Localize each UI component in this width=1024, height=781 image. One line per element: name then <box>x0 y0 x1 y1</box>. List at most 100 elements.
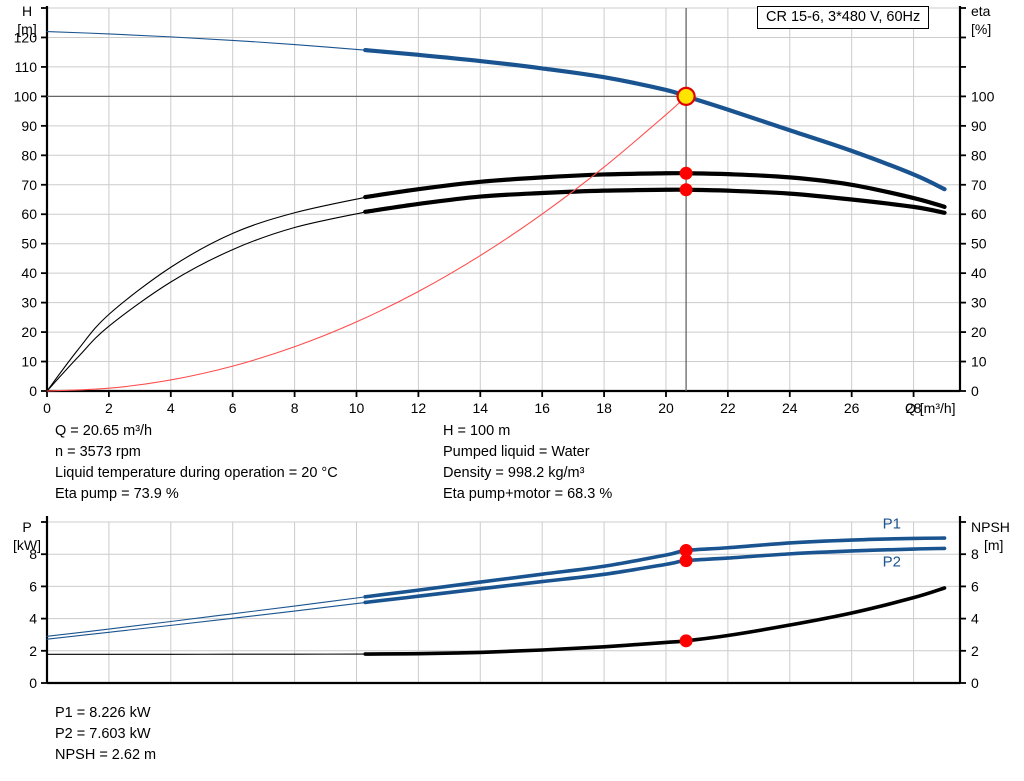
left-axis-title-bracket: [m] <box>17 21 36 37</box>
right-tick-label-4: 4 <box>971 611 979 627</box>
left-tick-label-80: 80 <box>21 147 37 163</box>
right-tick-label-90: 90 <box>971 118 987 134</box>
left-tick-label-6: 6 <box>29 578 37 594</box>
bottom-info-line-2: NPSH = 2.62 m <box>55 747 157 763</box>
bottom-info-line-1: P2 = 7.603 kW <box>55 726 151 742</box>
left-axis-title-unit: P <box>22 519 31 535</box>
bottom-grid <box>47 521 960 683</box>
bottom-info-line-0: P1 = 8.226 kW <box>55 705 151 721</box>
x-tick-label-4: 4 <box>167 400 175 416</box>
x-tick-label-6: 6 <box>229 400 237 416</box>
right-tick-label-40: 40 <box>971 265 987 281</box>
right-tick-label-60: 60 <box>971 206 987 222</box>
right-axis-title-bracket: [m] <box>984 537 1003 553</box>
x-tick-label-16: 16 <box>534 400 550 416</box>
chart-title-box: CR 15-6, 3*480 V, 60Hz <box>757 6 930 29</box>
main-info-left-line-3: Eta pump = 73.9 % <box>55 486 179 502</box>
left-tick-label-10: 10 <box>21 354 37 370</box>
series-p1-thin <box>46 595 370 637</box>
bottom-axes <box>41 516 966 685</box>
left-tick-label-100: 100 <box>14 88 38 104</box>
x-tick-label-0: 0 <box>43 400 51 416</box>
left-tick-label-30: 30 <box>21 295 37 311</box>
right-tick-label-50: 50 <box>971 236 987 252</box>
x-axis-title: Q [m³/h] <box>905 400 956 416</box>
operating-point-marker-2 <box>679 183 693 197</box>
duty-crosshair <box>47 8 687 391</box>
left-axis-title-unit: H <box>22 3 32 19</box>
left-tick-label-20: 20 <box>21 324 37 340</box>
x-tick-label-8: 8 <box>291 400 299 416</box>
left-tick-label-0: 0 <box>29 675 37 691</box>
left-tick-label-40: 40 <box>21 265 37 281</box>
x-tick-label-12: 12 <box>411 400 427 416</box>
bottom-markers <box>679 544 693 648</box>
series-p2-thick <box>363 546 947 605</box>
duty-point-marker[interactable] <box>676 86 696 106</box>
p2-curve-label: P2 <box>883 553 901 570</box>
main-info-left-line-2: Liquid temperature during operation = 20… <box>55 465 338 481</box>
left-tick-label-120: 120 <box>14 29 38 45</box>
right-tick-label-70: 70 <box>971 177 987 193</box>
main-info-right-column: H = 100 m Pumped liquid = Water Density = … <box>443 421 612 505</box>
main-info-right-line-2: Density = 998.2 kg/m³ <box>443 465 585 481</box>
right-tick-label-8: 8 <box>971 546 979 562</box>
right-tick-label-100: 100 <box>971 88 995 104</box>
p1-curve-label: P1 <box>883 515 901 532</box>
power-npsh-chart: 0 2 4 6 8 0 2 4 6 8 P [kW] NPSH [m] P1 P2 <box>13 515 1010 691</box>
left-tick-label-70: 70 <box>21 177 37 193</box>
main-info-left-column: Q = 20.65 m³/h n = 3573 rpm Liquid tempera… <box>55 421 338 505</box>
left-tick-label-60: 60 <box>21 206 37 222</box>
right-axis-title-unit: NPSH <box>971 519 1010 535</box>
left-tick-label-4: 4 <box>29 611 37 627</box>
right-tick-label-6: 6 <box>971 578 979 594</box>
left-tick-label-50: 50 <box>21 236 37 252</box>
main-info-left-line-0: Q = 20.65 m³/h <box>55 423 153 439</box>
operating-point-marker-2 <box>679 634 693 648</box>
series-eta-pump-thick <box>363 171 947 209</box>
x-tick-label-18: 18 <box>596 400 612 416</box>
main-markers <box>676 86 696 197</box>
left-axis-title-bracket: [kW] <box>13 537 41 553</box>
x-tick-label-20: 20 <box>658 400 674 416</box>
x-tick-label-22: 22 <box>720 400 736 416</box>
main-info-right-line-0: H = 100 m <box>443 423 511 439</box>
x-tick-label-28: 28 <box>906 400 922 416</box>
series-system-curve-thin <box>46 95 687 392</box>
series-p1-thick <box>363 536 947 599</box>
main-series-group <box>46 31 947 392</box>
x-tick-label-10: 10 <box>349 400 365 416</box>
left-tick-label-0: 0 <box>29 383 37 399</box>
series-h-head--thin <box>46 31 370 51</box>
left-tick-label-90: 90 <box>21 118 37 134</box>
x-tick-label-2: 2 <box>105 400 113 416</box>
x-tick-label-24: 24 <box>782 400 798 416</box>
main-info-right-line-1: Pumped liquid = Water <box>443 444 590 460</box>
left-tick-label-2: 2 <box>29 643 37 659</box>
x-tick-label-26: 26 <box>844 400 860 416</box>
chart-title-label: CR 15-6, 3*480 V, 60Hz <box>766 9 921 25</box>
series-eta-pump-thin <box>46 196 370 392</box>
series-h-head--thick <box>363 47 947 192</box>
series-eta-pump-motor-thin <box>46 210 370 392</box>
right-axis-title-bracket: [%] <box>971 21 991 37</box>
left-tick-label-110: 110 <box>15 59 38 75</box>
operating-point-marker-0 <box>679 544 693 558</box>
right-tick-label-0: 0 <box>971 383 979 399</box>
right-tick-label-20: 20 <box>971 324 987 340</box>
right-axis-title-unit: eta <box>971 3 991 19</box>
x-tick-label-14: 14 <box>472 400 488 416</box>
bottom-info-block: P1 = 8.226 kW P2 = 7.603 kW NPSH = 2.62 m <box>55 703 156 766</box>
main-axes <box>41 6 966 397</box>
right-tick-label-10: 10 <box>971 354 987 370</box>
series-eta-pump-motor-thick <box>363 187 947 215</box>
right-tick-label-2: 2 <box>971 643 979 659</box>
series-p2-thin <box>46 601 370 640</box>
operating-point-marker-1 <box>679 166 693 180</box>
main-info-right-line-3: Eta pump+motor = 68.3 % <box>443 486 613 502</box>
bottom-series-group <box>46 536 947 656</box>
right-tick-label-0: 0 <box>971 675 979 691</box>
operating-point-marker-1 <box>679 554 693 568</box>
right-tick-label-80: 80 <box>971 147 987 163</box>
head-efficiency-chart: 0102030405060708090100110120010203040506… <box>14 3 995 416</box>
